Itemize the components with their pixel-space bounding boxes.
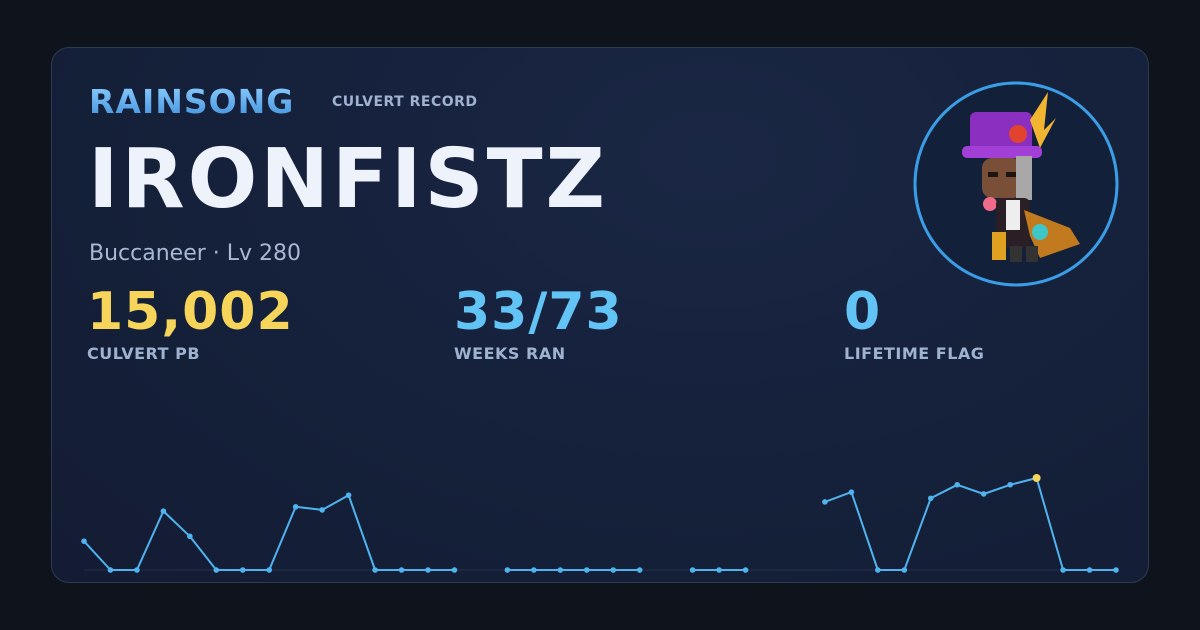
data-point [927, 495, 934, 502]
data-point [134, 567, 140, 573]
data-point [451, 567, 458, 573]
data-point [81, 538, 87, 544]
data-point [901, 567, 908, 573]
brand: RAINSONG [89, 82, 295, 121]
data-point [266, 567, 273, 573]
stat-value: 15,002 [87, 282, 294, 342]
data-point [689, 567, 696, 573]
stat-label: WEEKS RAN [454, 344, 566, 363]
data-point [822, 499, 828, 505]
data-point [345, 492, 352, 498]
data-point [187, 533, 193, 540]
stat-label: LIFETIME FLAG [844, 344, 985, 363]
data-point [1060, 567, 1066, 573]
data-point [954, 481, 961, 488]
data-point [504, 567, 511, 573]
data-point [531, 567, 537, 573]
stat: 15,002 CULVERT PB [87, 282, 294, 363]
data-point [292, 504, 299, 510]
data-point [742, 567, 749, 573]
data-point [557, 567, 564, 573]
data-point [716, 567, 722, 573]
data-point [848, 489, 855, 495]
data-point [610, 567, 617, 573]
data-point [239, 567, 246, 573]
data-point [583, 567, 590, 573]
data-point [319, 507, 325, 513]
sparkline [83, 477, 1116, 571]
data-point [1086, 567, 1093, 573]
data-point [425, 567, 431, 573]
stat-value: 33/73 [454, 282, 623, 342]
data-point [1113, 567, 1119, 573]
stat-label: CULVERT PB [87, 344, 201, 363]
data-point [980, 491, 987, 497]
stat-value: 0 [844, 282, 882, 342]
class-level: Buccaneer · Lv 280 [89, 241, 302, 266]
data-point [1007, 481, 1013, 488]
character-name: IRONFISTZ [88, 132, 608, 227]
stat: 0 LIFETIME FLAG [844, 282, 984, 363]
data-point [1032, 474, 1041, 482]
data-point [107, 567, 114, 573]
subtitle: CULVERT RECORD [332, 94, 478, 110]
data-point [636, 567, 643, 573]
data-point [213, 567, 220, 573]
stat: 33/73 WEEKS RAN [454, 282, 623, 363]
data-point [398, 567, 405, 573]
data-point [875, 567, 881, 573]
data-point [160, 508, 167, 514]
avatar [913, 81, 1119, 287]
data-point [372, 567, 378, 573]
